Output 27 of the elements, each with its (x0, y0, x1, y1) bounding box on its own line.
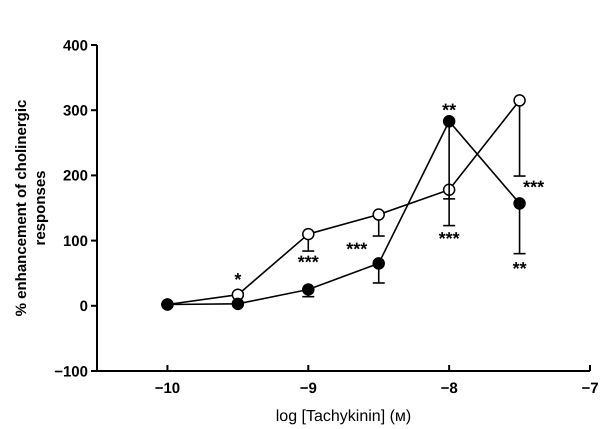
point (232, 298, 244, 310)
point (302, 228, 315, 240)
point (302, 283, 315, 296)
x-tick-label: −9 (300, 380, 317, 397)
y-tick-label: 200 (62, 168, 88, 185)
point (372, 208, 385, 221)
point (513, 197, 526, 210)
annotation: *** (298, 252, 319, 272)
y-axis-title: % enhancement of cholinergic responses (13, 100, 49, 316)
annotation: * (234, 270, 242, 290)
x-axis-title: log [Tachykinin] (ᴍ) (276, 408, 412, 425)
annotation: ** (442, 100, 456, 120)
point (442, 115, 456, 128)
point (372, 257, 385, 270)
x-tick-label: −7 (581, 380, 599, 397)
y-tick-label: 100 (62, 232, 88, 250)
y-tick-label: 400 (62, 37, 88, 54)
x-tick-label: −8 (440, 380, 458, 397)
annotation: *** (346, 238, 368, 259)
x-tick-label: −10 (154, 380, 180, 397)
point (513, 94, 526, 107)
y-tick-label: 300 (62, 102, 88, 120)
annotation: ** (512, 258, 527, 278)
y-tick-label: 0 (80, 298, 88, 316)
annotation: *** (523, 176, 544, 197)
y-tick-label: −100 (54, 363, 88, 380)
annotation: *** (438, 228, 460, 248)
